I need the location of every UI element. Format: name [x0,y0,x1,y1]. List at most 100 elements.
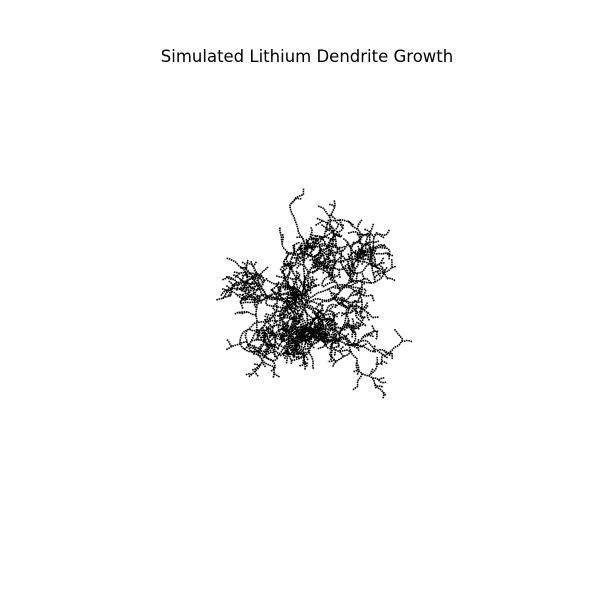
dendrite-cluster [215,187,414,400]
dendrite-branch [321,318,337,325]
dendrite-branch [338,350,345,357]
dendrite-branch [225,338,233,347]
dendrite-branch [284,345,293,365]
dendrite-branch [293,244,296,255]
dendrite-branch [383,339,404,357]
dendrite-branch [359,330,380,342]
dendrite-branch [335,244,341,251]
dendrite-branch [285,262,310,306]
dendrite-branch [251,329,274,342]
dendrite-branch [362,288,367,296]
dendrite-branch [401,339,414,343]
dendrite-branch [328,267,334,282]
dendrite-branch [328,315,334,322]
dendrite-branch [329,336,342,351]
dendrite-branch [335,326,347,331]
dendrite-branch [295,263,302,270]
dendrite-branch [372,243,387,250]
dendrite-branch [335,233,343,239]
dendrite-branch [307,239,319,245]
dendrite-branch [265,324,272,331]
dendrite-branch [303,308,310,338]
dendrite-branch [307,245,314,251]
dendrite-branch [239,304,306,354]
dendrite-branch [261,361,267,369]
dendrite-branch [361,272,366,280]
dendrite-branch [241,278,254,290]
dendrite-branch [297,338,303,346]
dendrite-branch [303,280,306,288]
dendrite-branch [297,318,302,326]
dendrite-branch [330,214,337,221]
dendrite-branch [284,323,292,328]
dendrite-branch [266,336,275,343]
dendrite-branch [266,304,287,310]
dendrite-branch [290,341,298,345]
dendrite-branch [252,260,258,268]
dendrite-branch [353,250,361,254]
dendrite-branch [253,273,265,280]
dendrite-branch [272,366,276,379]
dendrite-branch [290,289,300,296]
dendrite-branch [374,362,382,366]
dendrite-branch [294,270,301,277]
dendrite-branch [332,345,340,350]
dendrite-branch [281,252,291,275]
dendrite-branch [350,291,359,297]
dendrite-branch [367,241,377,266]
dendrite-branch [356,373,363,387]
dendrite-branch [231,290,245,302]
dendrite-branch [240,272,251,277]
dendrite-branch [322,263,336,269]
dendrite-branch [333,349,337,357]
dendrite-branch [336,226,345,234]
dendrite-branch [316,256,326,266]
dendrite-branch [253,363,261,367]
dendrite-branch [332,297,340,302]
dendrite-branch [285,251,290,259]
dendrite-branch [293,241,301,246]
dendrite-branch [288,205,307,249]
dendrite-branch [221,288,229,292]
dendrite-branch [293,350,304,355]
dendrite-branch [305,238,310,245]
dendrite-branch [286,271,291,279]
dendrite-branch [328,305,335,312]
dendrite-branch [282,347,291,358]
dendrite-branch [271,344,280,351]
dendrite-branch [326,251,352,283]
dendrite-branch [245,272,249,280]
dendrite-branch [255,297,278,337]
dendrite-branch [338,299,358,341]
dendrite-branch [345,304,351,320]
dendrite-branch [289,261,297,264]
dendrite-branch [374,331,378,341]
dendrite-branch [290,263,298,269]
dendrite-branch [247,359,264,378]
dendrite-branch [351,304,367,319]
dendrite-branch [236,293,244,297]
dendrite-branch [306,332,315,370]
dendrite-branch [353,342,362,349]
dendrite-branch [371,243,391,253]
dendrite-branch [243,265,267,299]
dendrite-branch [368,222,386,272]
dendrite-branch [346,323,357,331]
dendrite-branch [385,228,391,236]
dendrite-branch [269,288,304,305]
dendrite-branch [242,292,247,300]
dendrite-branch [328,273,335,279]
dendrite-branch [288,311,297,325]
dendrite-branch [358,249,374,257]
dendrite-branch [326,339,336,342]
dendrite-branch [328,254,343,277]
dendrite-branch [333,247,340,261]
dendrite-branch [324,253,334,257]
dendrite-branch [333,313,336,321]
dendrite-branch [367,333,375,338]
dendrite-branch [354,252,358,263]
dendrite-branch [288,244,303,267]
dendrite-branch [323,218,330,237]
dendrite-branch [281,336,305,352]
dendrite-branch [273,373,281,378]
